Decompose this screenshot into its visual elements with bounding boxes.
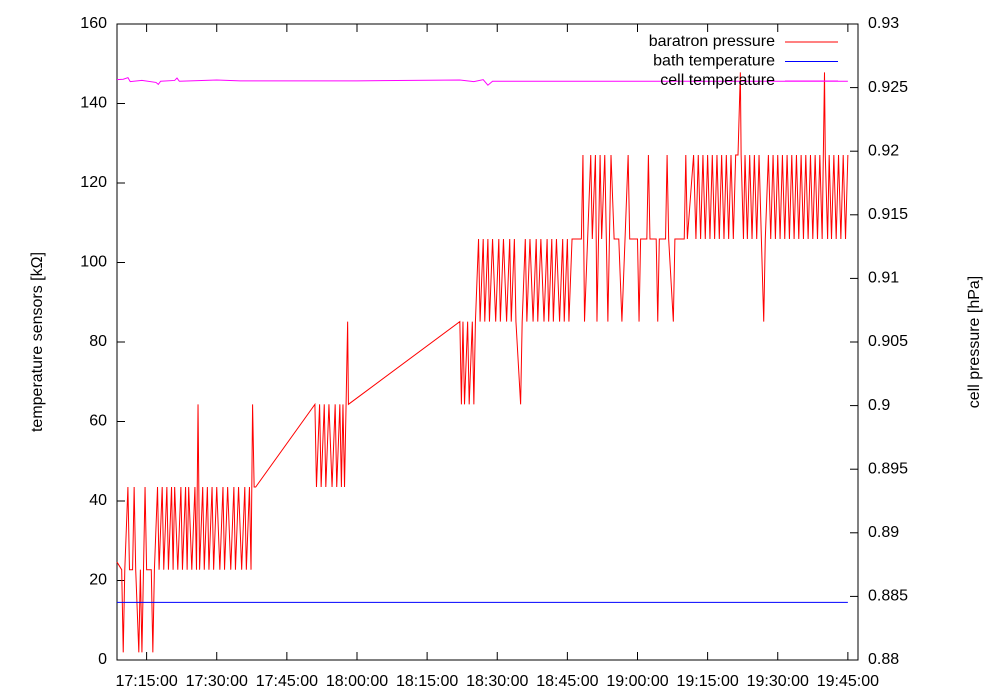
y-tick-label: 140 [80,95,107,112]
y-tick-label: 60 [89,413,107,430]
y-tick-label: 120 [80,174,107,191]
legend-label: baratron pressure [649,33,775,50]
x-tick-label: 19:00:00 [606,673,668,690]
y2-tick-label: 0.91 [868,270,899,287]
y2-tick-label: 0.905 [868,333,908,350]
y-tick-label: 160 [80,15,107,32]
y2-axis-label: cell pressure [hPa] [966,276,983,409]
series-line [116,77,848,86]
legend-label: cell temperature [660,72,775,89]
x-tick-label: 17:45:00 [256,673,318,690]
y2-tick-label: 0.89 [868,524,899,541]
y2-tick-label: 0.925 [868,79,908,96]
y2-tick-label: 0.92 [868,142,899,159]
x-tick-label: 18:00:00 [326,673,388,690]
y2-tick-label: 0.88 [868,651,899,668]
y-tick-label: 0 [98,651,107,668]
series-line [116,72,849,653]
y-tick-label: 80 [89,333,107,350]
y-tick-label: 40 [89,492,107,509]
y-tick-label: 20 [89,572,107,589]
plot-frame [116,23,859,661]
x-tick-label: 17:15:00 [115,673,177,690]
legend-label: bath temperature [653,53,775,70]
y2-tick-label: 0.915 [868,206,908,223]
x-tick-label: 19:30:00 [747,673,809,690]
y2-tick-label: 0.895 [868,460,908,477]
x-tick-label: 19:45:00 [817,673,879,690]
y2-tick-label: 0.9 [868,397,890,414]
y2-tick-label: 0.885 [868,588,908,605]
y-axis-label: temperature sensors [kΩ] [29,252,46,432]
x-tick-label: 18:30:00 [466,673,528,690]
x-tick-label: 19:15:00 [676,673,738,690]
x-tick-label: 18:45:00 [536,673,598,690]
y-tick-label: 100 [80,254,107,271]
x-tick-label: 17:30:00 [186,673,248,690]
x-tick-label: 18:15:00 [396,673,458,690]
y2-tick-label: 0.93 [868,15,899,32]
